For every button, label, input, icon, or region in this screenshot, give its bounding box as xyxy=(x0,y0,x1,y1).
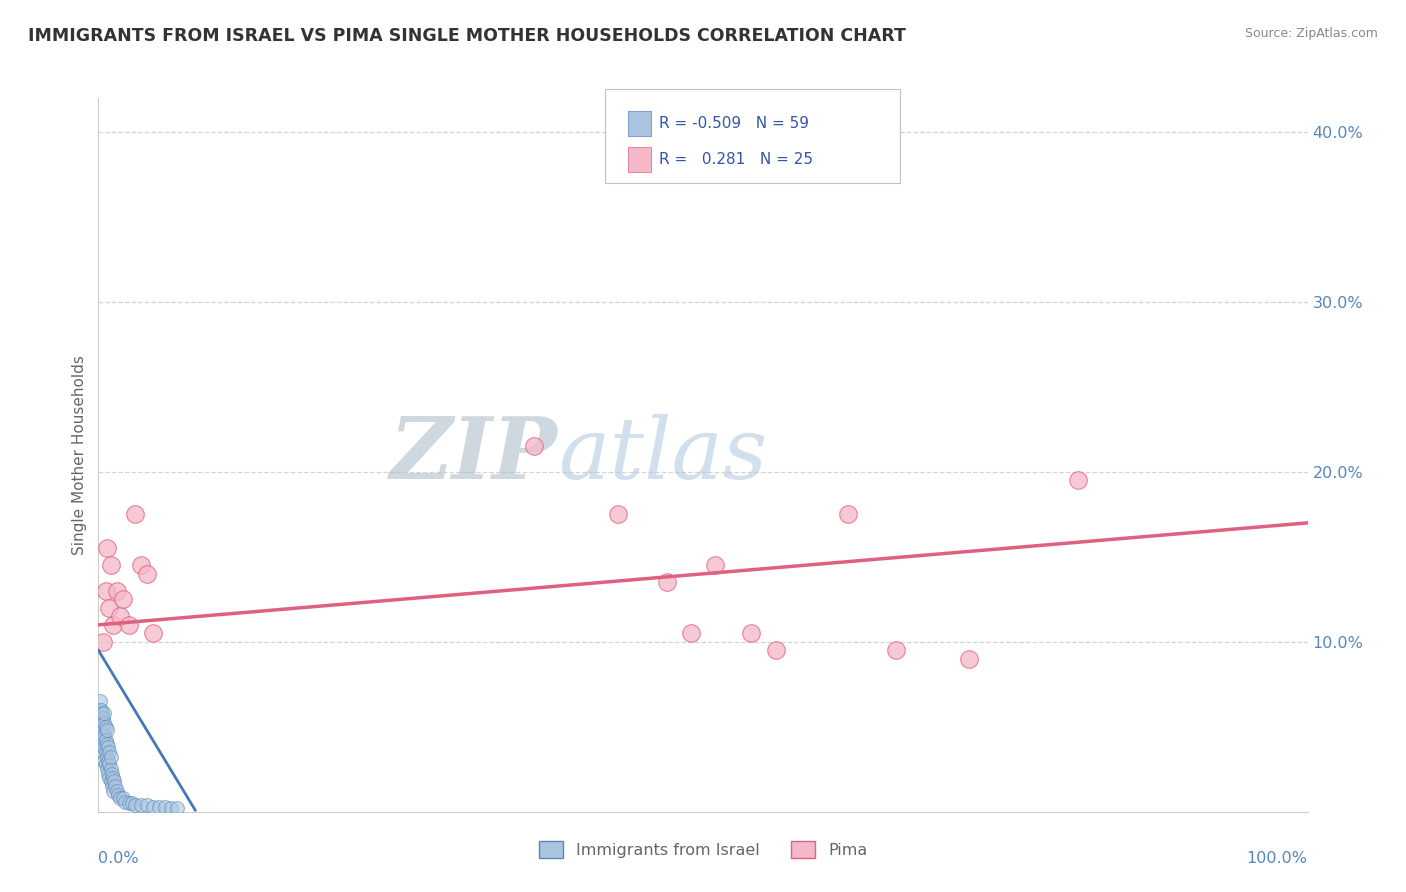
Point xyxy=(765,643,787,657)
Point xyxy=(100,762,122,776)
Point xyxy=(124,508,146,522)
Text: R = -0.509   N = 59: R = -0.509 N = 59 xyxy=(659,117,810,131)
Point xyxy=(94,733,117,747)
Point xyxy=(91,720,114,734)
Point xyxy=(96,737,118,751)
Point xyxy=(101,784,124,798)
Point xyxy=(96,723,118,738)
Point xyxy=(98,600,121,615)
Point xyxy=(124,797,146,812)
Point xyxy=(97,754,120,768)
Text: 0.0%: 0.0% xyxy=(98,851,139,866)
Point xyxy=(118,796,141,810)
Point xyxy=(121,796,143,810)
Point xyxy=(142,799,165,814)
Point xyxy=(93,706,115,721)
Point xyxy=(107,788,129,802)
Point xyxy=(96,750,118,764)
Text: atlas: atlas xyxy=(558,414,768,496)
Point xyxy=(91,635,114,649)
Point xyxy=(90,720,112,734)
Point xyxy=(100,767,122,781)
Point xyxy=(111,592,134,607)
Point xyxy=(97,740,120,755)
Point xyxy=(94,583,117,598)
Point xyxy=(98,771,121,785)
Text: 100.0%: 100.0% xyxy=(1247,851,1308,866)
Point xyxy=(89,711,111,725)
Point xyxy=(655,575,678,590)
Point xyxy=(94,745,117,759)
Point xyxy=(98,745,121,759)
Point xyxy=(93,754,115,768)
Point xyxy=(89,694,111,708)
Point xyxy=(90,703,112,717)
Point xyxy=(98,757,121,772)
Point xyxy=(97,767,120,781)
Point xyxy=(101,771,124,785)
Point xyxy=(105,784,128,798)
Point xyxy=(679,626,702,640)
Point xyxy=(93,728,115,742)
Point xyxy=(91,706,114,721)
Point xyxy=(114,795,136,809)
Point xyxy=(89,720,111,734)
Point xyxy=(105,583,128,598)
Point xyxy=(104,779,127,793)
Point xyxy=(93,716,115,731)
Point xyxy=(100,750,122,764)
Point xyxy=(607,508,630,522)
Point xyxy=(129,558,152,573)
Point xyxy=(91,737,114,751)
Point xyxy=(160,801,183,815)
Point xyxy=(740,626,762,640)
Point xyxy=(103,774,125,789)
Point xyxy=(94,757,117,772)
Point xyxy=(129,797,152,812)
Point xyxy=(96,762,118,776)
Point xyxy=(142,626,165,640)
Point xyxy=(100,774,122,789)
Point xyxy=(108,791,131,805)
Point xyxy=(91,720,114,734)
Point xyxy=(148,799,170,814)
Point xyxy=(957,652,980,666)
Point xyxy=(153,799,176,814)
Point xyxy=(94,720,117,734)
Point xyxy=(118,617,141,632)
Point xyxy=(90,711,112,725)
Point xyxy=(101,617,124,632)
Point xyxy=(135,797,157,812)
Point xyxy=(166,801,188,815)
Point xyxy=(111,791,134,805)
Point xyxy=(90,728,112,742)
Point xyxy=(837,508,859,522)
Point xyxy=(89,703,111,717)
Point xyxy=(523,439,546,453)
Text: ZIP: ZIP xyxy=(389,413,558,497)
Point xyxy=(1067,474,1090,488)
Point xyxy=(91,733,114,747)
Point xyxy=(96,541,118,556)
Point xyxy=(704,558,727,573)
Point xyxy=(93,740,115,755)
Point xyxy=(91,711,114,725)
Y-axis label: Single Mother Households: Single Mother Households xyxy=(72,355,87,555)
Point xyxy=(100,779,122,793)
Text: R =   0.281   N = 25: R = 0.281 N = 25 xyxy=(659,153,814,167)
Point xyxy=(135,566,157,581)
Point xyxy=(91,745,114,759)
Text: Source: ZipAtlas.com: Source: ZipAtlas.com xyxy=(1244,27,1378,40)
Point xyxy=(108,609,131,624)
Point xyxy=(100,558,122,573)
Legend: Immigrants from Israel, Pima: Immigrants from Israel, Pima xyxy=(533,835,873,864)
Point xyxy=(886,643,908,657)
Text: IMMIGRANTS FROM ISRAEL VS PIMA SINGLE MOTHER HOUSEHOLDS CORRELATION CHART: IMMIGRANTS FROM ISRAEL VS PIMA SINGLE MO… xyxy=(28,27,905,45)
Point xyxy=(91,728,114,742)
